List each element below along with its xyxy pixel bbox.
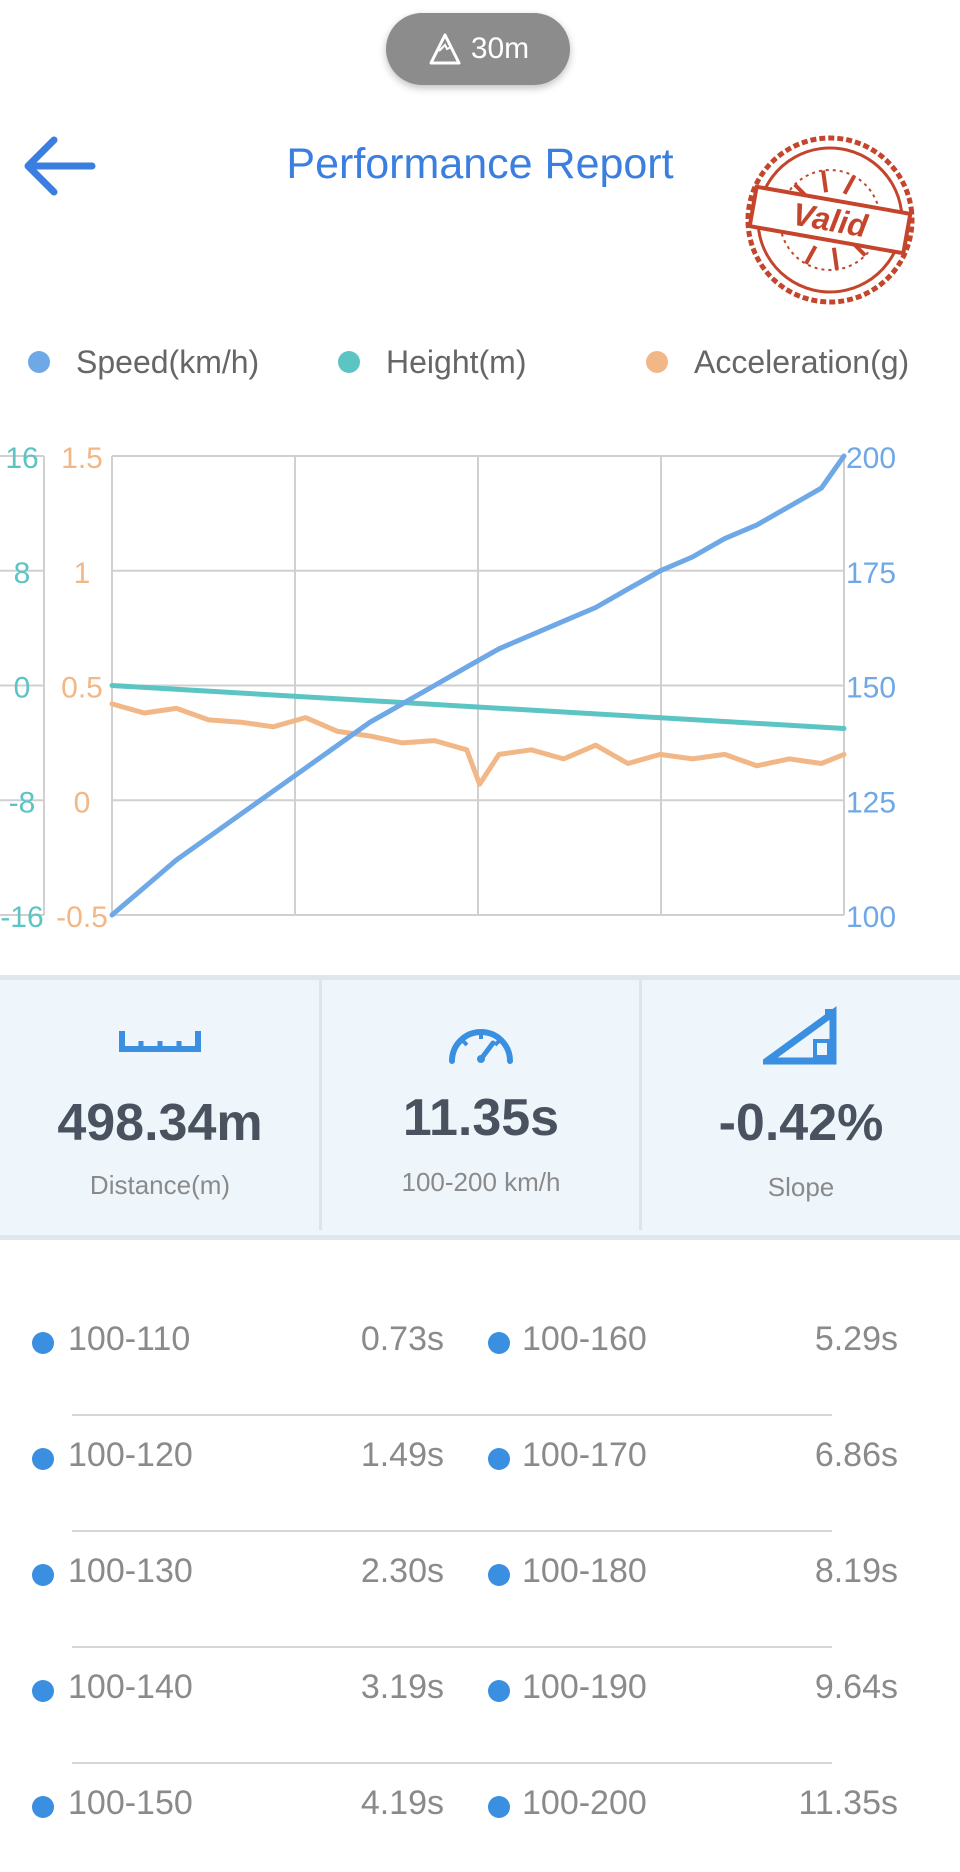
speedometer-icon bbox=[449, 1029, 513, 1064]
speed-axis-tick-label: 125 bbox=[846, 786, 896, 819]
split-dot bbox=[32, 1680, 54, 1702]
altitude-pill[interactable]: 30m bbox=[386, 13, 570, 85]
split-range: 100-160 bbox=[522, 1320, 647, 1358]
back-button[interactable] bbox=[20, 128, 100, 208]
stat-time-value: 11.35s bbox=[402, 1089, 560, 1147]
slope-icon bbox=[763, 1006, 837, 1065]
stat-distance: 498.34m Distance(m) bbox=[0, 980, 320, 1235]
height-axis-tick-label: 8 bbox=[14, 557, 31, 590]
split-range: 100-190 bbox=[522, 1668, 647, 1706]
back-arrow-icon bbox=[24, 136, 96, 196]
split-time: 2.30s bbox=[360, 1552, 444, 1590]
split-time: 11.35s bbox=[798, 1784, 898, 1822]
acceleration-axis-tick-label: 1.5 bbox=[61, 442, 103, 475]
split-time: 8.19s bbox=[814, 1552, 898, 1590]
split-dot bbox=[32, 1564, 54, 1586]
acceleration-axis-tick-label: 1 bbox=[74, 557, 91, 590]
split-time: 3.19s bbox=[360, 1668, 444, 1706]
split-row: 100-150 4.19s 100-200 11.35s bbox=[0, 1764, 960, 1872]
split-range: 100-200 bbox=[522, 1784, 647, 1822]
legend-label-height: Height(m) bbox=[386, 343, 527, 380]
legend-label-speed: Speed(km/h) bbox=[76, 343, 260, 380]
split-range: 100-170 bbox=[522, 1436, 647, 1474]
legend-item-acceleration[interactable]: Acceleration(g) bbox=[646, 340, 909, 384]
split-time: 5.29s bbox=[814, 1320, 898, 1358]
speed-axis-tick-label: 100 bbox=[846, 901, 896, 934]
split-time: 9.64s bbox=[814, 1668, 898, 1706]
split-dot bbox=[488, 1680, 510, 1702]
split-time: 4.19s bbox=[360, 1784, 444, 1822]
stat-time-label: 100-200 km/h bbox=[401, 1167, 561, 1197]
stat-distance-value: 498.34m bbox=[57, 1094, 263, 1152]
altitude-label: 30m bbox=[470, 32, 530, 65]
split-row: 100-120 1.49s 100-170 6.86s bbox=[0, 1416, 960, 1532]
split-range: 100-180 bbox=[522, 1552, 647, 1590]
stat-slope-label: Slope bbox=[767, 1172, 835, 1202]
split-row: 100-110 0.73s 100-160 5.29s bbox=[0, 1300, 960, 1416]
split-row: 100-140 3.19s 100-190 9.64s bbox=[0, 1648, 960, 1764]
stat-time: 11.35s 100-200 km/h bbox=[322, 980, 640, 1235]
legend-label-acceleration: Acceleration(g) bbox=[694, 343, 910, 380]
stat-slope-value: -0.42% bbox=[718, 1094, 884, 1152]
stat-distance-label: Distance(m) bbox=[89, 1170, 231, 1200]
split-range: 100-120 bbox=[68, 1436, 193, 1474]
split-dot bbox=[488, 1564, 510, 1586]
split-dot bbox=[32, 1332, 54, 1354]
row-divider bbox=[72, 1762, 832, 1764]
split-dot bbox=[32, 1796, 54, 1818]
split-range: 100-140 bbox=[68, 1668, 193, 1706]
speed-axis-tick-label: 200 bbox=[846, 442, 896, 475]
acceleration-axis-tick-label: 0 bbox=[74, 786, 91, 819]
row-divider bbox=[72, 1414, 832, 1416]
legend-dot-height bbox=[338, 351, 360, 373]
stat-slope: -0.42% Slope bbox=[642, 980, 960, 1235]
stat-divider bbox=[319, 980, 322, 1230]
height-axis-tick-label: 0 bbox=[14, 672, 31, 705]
performance-chart: 16 8 0 -8 -16 1.5 1 0.5 0 -0.5 200 175 150 125 100 bbox=[0, 442, 896, 934]
acceleration-axis-tick-label: -0.5 bbox=[56, 901, 108, 934]
height-series-line bbox=[109, 683, 847, 731]
split-time: 1.49s bbox=[360, 1436, 444, 1474]
row-divider bbox=[72, 1646, 832, 1648]
split-range: 100-130 bbox=[68, 1552, 193, 1590]
split-dot bbox=[32, 1448, 54, 1470]
split-time: 6.86s bbox=[814, 1436, 898, 1474]
ruler-icon bbox=[119, 1031, 201, 1052]
split-range: 100-150 bbox=[68, 1784, 193, 1822]
legend-item-speed[interactable]: Speed(km/h) bbox=[28, 340, 259, 384]
split-dot bbox=[488, 1796, 510, 1818]
page-title: Performance Report bbox=[286, 140, 674, 188]
speed-series-line bbox=[109, 453, 847, 918]
stats-panel: 498.34m Distance(m) 11.35s 100-200 km/h … bbox=[0, 975, 960, 1240]
acceleration-series-line bbox=[109, 701, 847, 787]
valid-stamp: Valid bbox=[745, 135, 915, 305]
height-axis-tick-label: -16 bbox=[0, 901, 43, 934]
legend-item-height[interactable]: Height(m) bbox=[338, 340, 526, 384]
split-row: 100-130 2.30s 100-180 8.19s bbox=[0, 1532, 960, 1648]
legend-dot-acceleration bbox=[646, 351, 668, 373]
height-axis-tick-label: -8 bbox=[9, 786, 36, 819]
split-time: 0.73s bbox=[360, 1320, 444, 1358]
height-axis-tick-label: 16 bbox=[5, 442, 38, 475]
stat-divider bbox=[639, 980, 642, 1230]
split-range: 100-110 bbox=[68, 1320, 191, 1358]
split-dot bbox=[488, 1448, 510, 1470]
split-dot bbox=[488, 1332, 510, 1354]
speed-axis-tick-label: 175 bbox=[846, 557, 896, 590]
legend-dot-speed bbox=[28, 351, 50, 373]
speed-axis-tick-label: 150 bbox=[846, 672, 896, 705]
mountain-icon bbox=[429, 33, 461, 65]
acceleration-axis-tick-label: 0.5 bbox=[61, 672, 103, 705]
row-divider bbox=[72, 1530, 832, 1532]
chart-legend: Speed(km/h) Height(m) Acceleration(g) bbox=[0, 340, 960, 384]
